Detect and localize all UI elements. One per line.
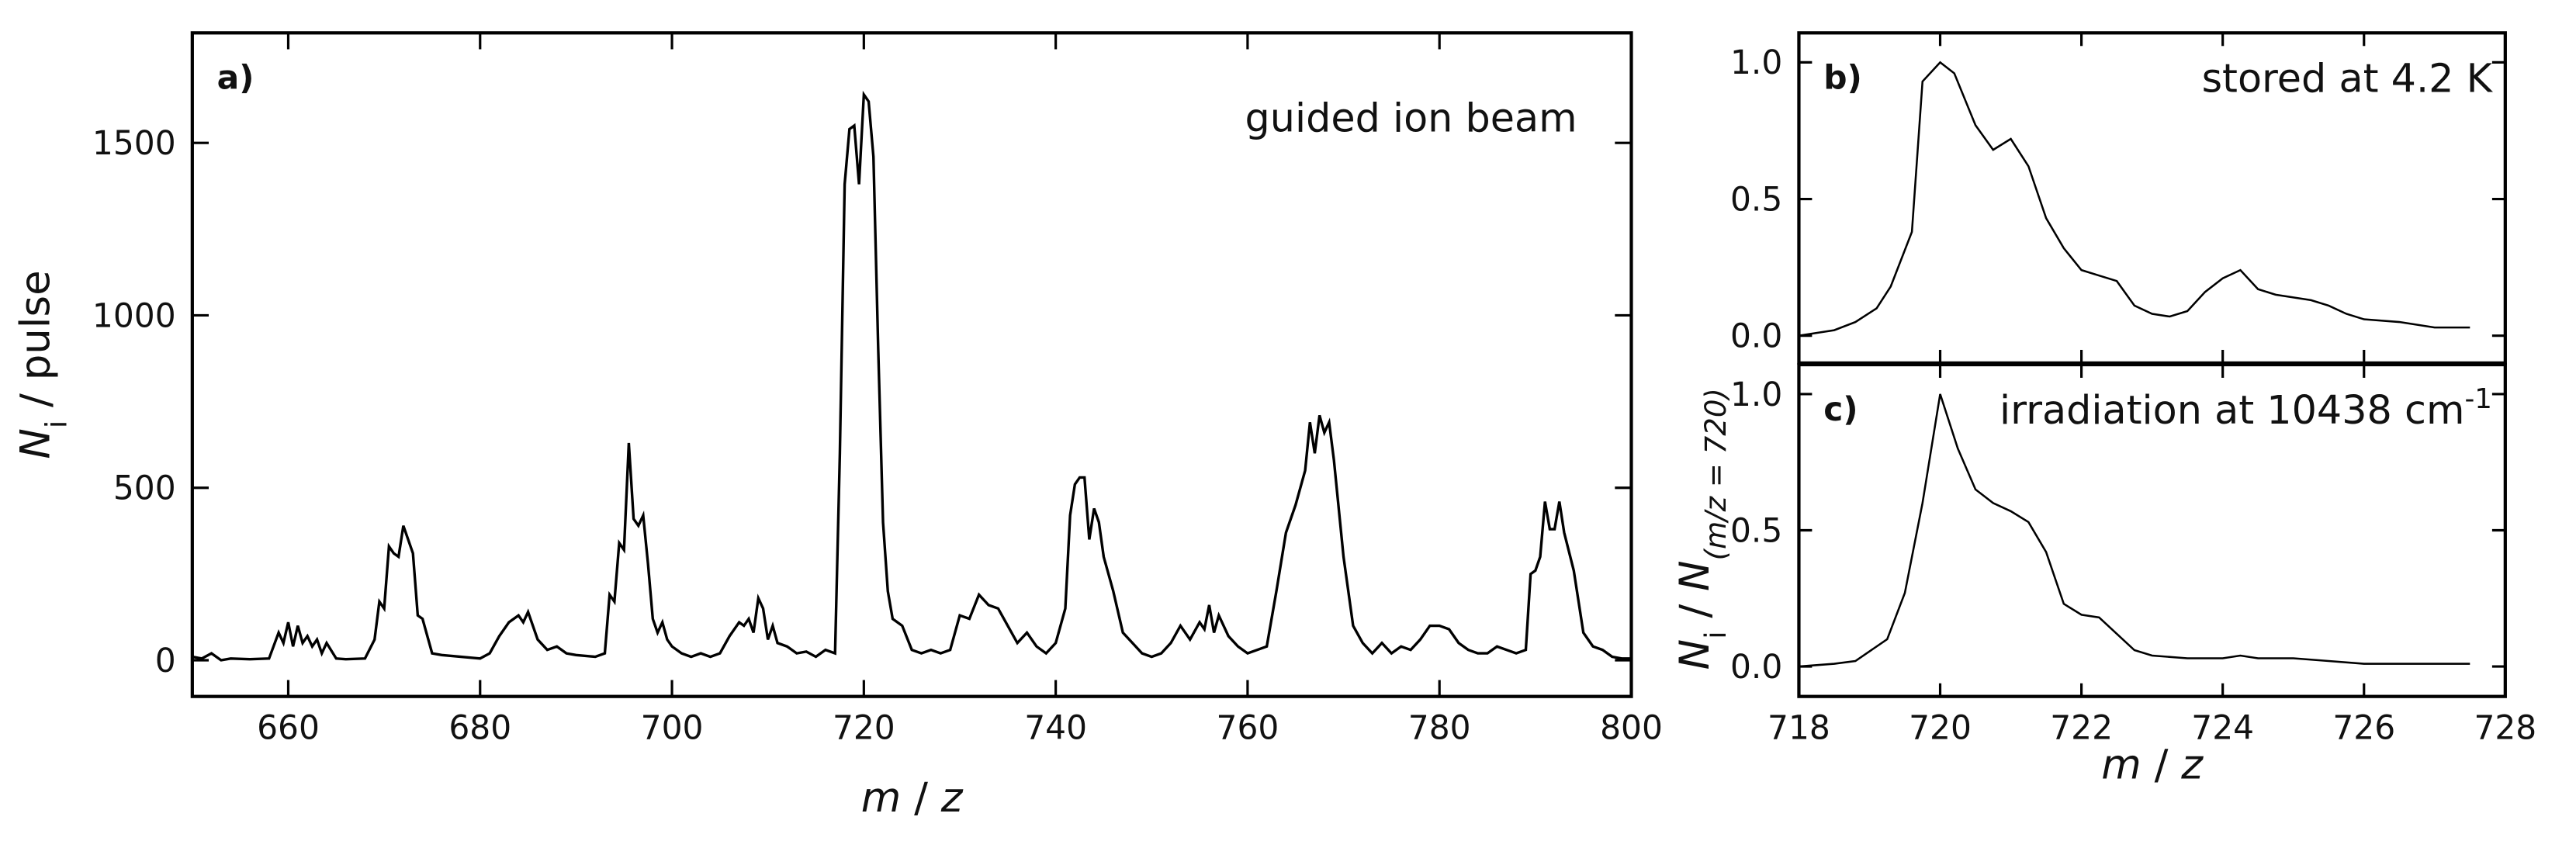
x-label-part: / <box>901 774 940 822</box>
x-axis-label: m / z <box>861 774 964 822</box>
y-label-part: i <box>40 420 73 428</box>
panel-label: b) <box>1823 58 1862 96</box>
y-label-part: N <box>1671 639 1719 670</box>
annotation-part: -1 <box>2464 383 2491 415</box>
x-tick-label: 680 <box>448 709 511 747</box>
y-tick-label: 1.0 <box>1730 43 1782 81</box>
annotation: guided ion beam <box>1245 95 1577 140</box>
x-tick-label: 780 <box>1408 709 1471 747</box>
y-label-part: (m/z = 720) <box>1699 388 1733 560</box>
panel-label: c) <box>1823 390 1858 428</box>
x-tick-label: 718 <box>1768 709 1830 747</box>
y-tick-label: 1000 <box>92 296 176 334</box>
x-tick-label: 728 <box>2474 709 2536 747</box>
x-label-part: / <box>2141 742 2181 789</box>
plot-frame <box>190 31 1633 698</box>
y-label-part: N <box>12 428 60 459</box>
x-tick-label: 720 <box>833 709 895 747</box>
annotation-part: irradiation at 10438 cm <box>2000 387 2464 433</box>
x-label-part: m <box>861 774 902 822</box>
x-label-part: z <box>940 774 964 822</box>
y-label-part: i <box>1699 631 1733 639</box>
x-label-part: m <box>2101 742 2141 789</box>
x-tick-label: 760 <box>1217 709 1279 747</box>
y-tick-label: 0.0 <box>1730 648 1782 686</box>
x-tick-label: 740 <box>1024 709 1087 747</box>
y-label-part: / pulse <box>12 270 60 420</box>
x-tick-label: 724 <box>2191 709 2254 747</box>
x-tick-label: 700 <box>641 709 704 747</box>
y-axis-label: Ni / N(m/z = 720) <box>1671 388 1733 670</box>
annotation: irradiation at 10438 cm-1 <box>2000 383 2492 434</box>
plot-frame <box>1797 362 2507 698</box>
y-axis-label: Ni / pulse <box>12 270 74 459</box>
y-label-part: N <box>1671 560 1719 591</box>
y-tick-label: 0.5 <box>1730 180 1782 218</box>
annotation: stored at 4.2 K <box>2202 56 2494 102</box>
y-tick-label: 0 <box>155 642 176 680</box>
x-tick-label: 660 <box>257 709 320 747</box>
x-tick-label: 720 <box>1909 709 1972 747</box>
y-label-part: / <box>1671 591 1719 631</box>
data-line <box>192 90 1632 662</box>
x-label-part: z <box>2180 742 2204 789</box>
x-tick-label: 726 <box>2332 709 2395 747</box>
x-tick-label: 800 <box>1600 709 1663 747</box>
x-tick-label: 722 <box>2050 709 2113 747</box>
y-tick-label: 1500 <box>92 124 176 162</box>
y-tick-label: 0.5 <box>1730 511 1782 549</box>
y-tick-label: 0.0 <box>1730 317 1782 355</box>
data-line <box>1799 61 2470 337</box>
y-tick-label: 500 <box>113 469 176 507</box>
panel-label: a) <box>217 58 254 96</box>
x-axis-label: m / z <box>2101 742 2204 789</box>
data-line <box>1799 393 2470 668</box>
y-tick-label: 1.0 <box>1730 376 1782 414</box>
